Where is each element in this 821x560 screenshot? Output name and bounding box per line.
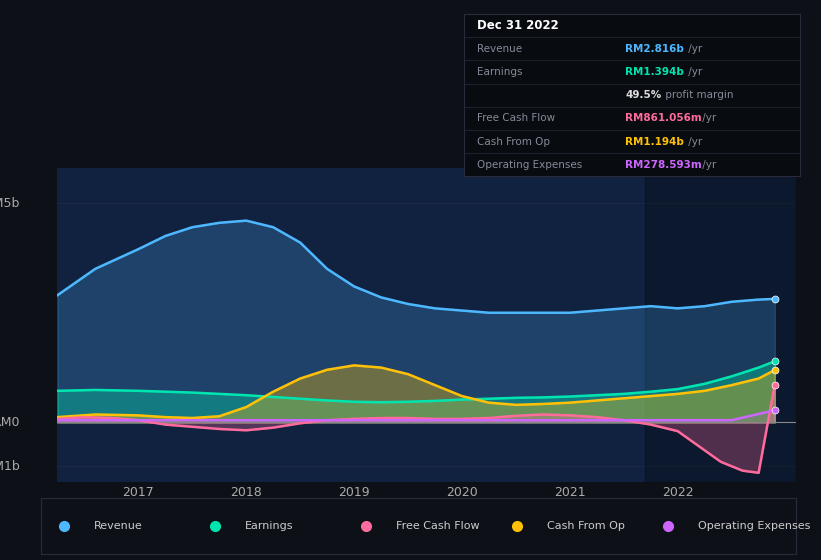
Text: /yr: /yr <box>685 137 702 147</box>
Text: RM861.056m: RM861.056m <box>626 113 702 123</box>
Text: /yr: /yr <box>685 44 702 54</box>
Text: /yr: /yr <box>699 160 717 170</box>
Bar <box>645 168 796 482</box>
Text: Operating Expenses: Operating Expenses <box>698 521 810 531</box>
Text: Cash From Op: Cash From Op <box>547 521 625 531</box>
Text: Free Cash Flow: Free Cash Flow <box>396 521 479 531</box>
Text: /yr: /yr <box>699 113 717 123</box>
Text: -RM1b: -RM1b <box>0 460 21 473</box>
Text: RM278.593m: RM278.593m <box>626 160 702 170</box>
Text: Operating Expenses: Operating Expenses <box>477 160 583 170</box>
Text: RM5b: RM5b <box>0 197 21 209</box>
Text: Revenue: Revenue <box>477 44 522 54</box>
Text: Revenue: Revenue <box>94 521 143 531</box>
Text: RM1.394b: RM1.394b <box>626 67 685 77</box>
Text: RM2.816b: RM2.816b <box>626 44 685 54</box>
Text: profit margin: profit margin <box>663 90 734 100</box>
Text: /yr: /yr <box>685 67 702 77</box>
Text: Cash From Op: Cash From Op <box>477 137 550 147</box>
Text: 49.5%: 49.5% <box>626 90 662 100</box>
Text: Dec 31 2022: Dec 31 2022 <box>477 19 559 32</box>
Text: Earnings: Earnings <box>245 521 293 531</box>
Text: Earnings: Earnings <box>477 67 523 77</box>
Text: Free Cash Flow: Free Cash Flow <box>477 113 556 123</box>
Text: RM1.194b: RM1.194b <box>626 137 685 147</box>
Text: RM0: RM0 <box>0 416 21 429</box>
